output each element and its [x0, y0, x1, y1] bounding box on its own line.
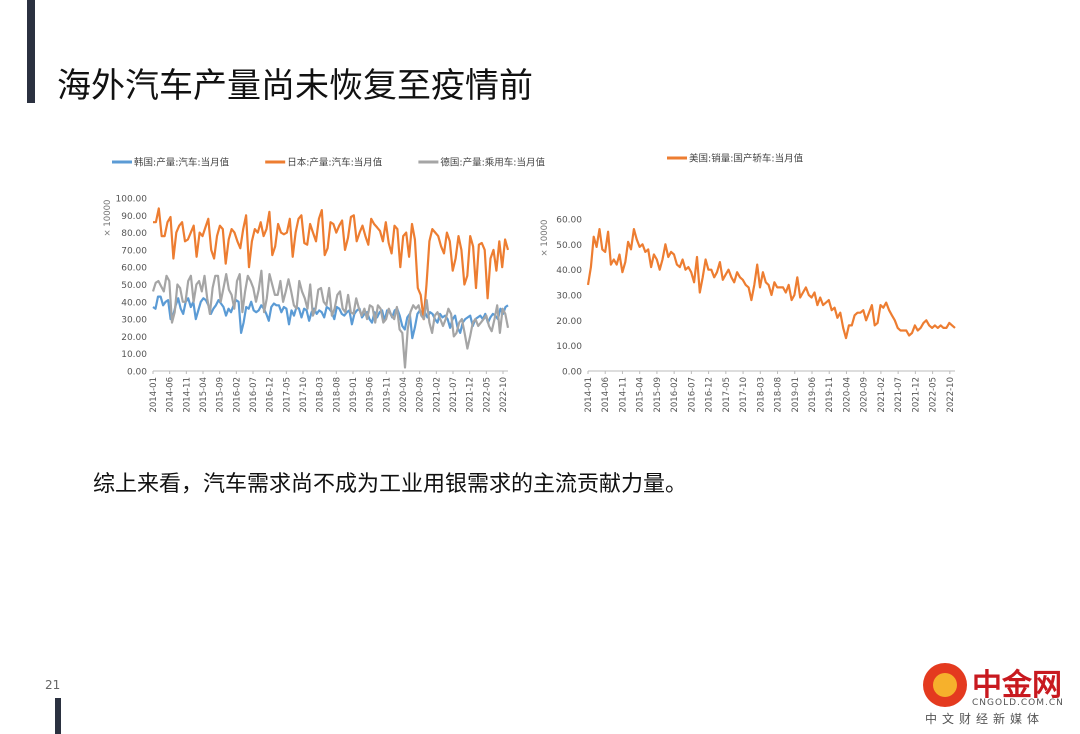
- y-tick-label: 30.00: [556, 292, 582, 302]
- x-tick-label: 2019-11: [382, 377, 392, 413]
- y-tick-label: 40.00: [121, 298, 147, 308]
- page-title: 海外汽车产量尚未恢复至疫情前: [57, 66, 533, 106]
- x-tick-label: 2016-07: [687, 377, 697, 413]
- y-tick-label: 10.00: [556, 342, 582, 352]
- x-tick-label: 2016-07: [249, 377, 259, 413]
- coin-logo-icon: [923, 663, 967, 707]
- x-tick-label: 2017-10: [299, 377, 309, 413]
- y-tick-label: 10.00: [121, 350, 147, 360]
- x-tick-label: 2022-05: [929, 377, 939, 413]
- x-tick-label: 2016-02: [232, 377, 242, 413]
- x-tick-label: 2018-03: [756, 377, 766, 413]
- page-number: 21: [45, 678, 61, 692]
- x-tick-label: 2017-05: [282, 377, 292, 413]
- legend-label-0: 韩国:产量:汽车:当月值: [134, 157, 230, 169]
- y-tick-label: 0.00: [562, 368, 582, 378]
- x-tick-label: 2014-11: [182, 377, 192, 413]
- series-line-1: [153, 207, 510, 321]
- x-tick-label: 2019-06: [808, 377, 818, 413]
- x-tick-label: 2021-02: [877, 377, 887, 413]
- x-tick-label: 2018-03: [316, 377, 326, 413]
- x-tick-label: 2021-07: [449, 377, 459, 413]
- legend-label-2: 德国:产量:乘用车:当月值: [440, 157, 545, 169]
- y-tick-label: 60.00: [121, 264, 147, 274]
- watermark-name: 中金网: [972, 668, 1062, 703]
- x-tick-label: 2014-01: [584, 377, 594, 413]
- series-line-2: [151, 269, 510, 369]
- x-tick-label: 2018-08: [332, 377, 342, 413]
- x-tick-label: 2018-08: [774, 377, 784, 413]
- x-tick-label: 2019-01: [349, 377, 359, 413]
- x-tick-label: 2021-07: [894, 377, 904, 413]
- x-tick-label: 2016-12: [266, 377, 276, 413]
- x-tick-label: 2014-11: [618, 377, 628, 413]
- x-tick-label: 2019-11: [825, 377, 835, 413]
- x-tick-label: 2022-10: [499, 377, 509, 413]
- y-tick-label: 0.00: [127, 368, 147, 378]
- y-tick-label: 90.00: [121, 212, 147, 222]
- x-tick-label: 2019-01: [791, 377, 801, 413]
- x-tick-label: 2015-04: [636, 377, 646, 413]
- footer-accent-bar: [55, 698, 61, 734]
- watermark-tagline: 中文财经新媒体: [925, 712, 1045, 726]
- y-axis-unit-label: × 10000: [540, 220, 550, 257]
- y-axis-unit-label: × 10000: [103, 200, 113, 237]
- summary-text: 综上来看，汽车需求尚不成为工业用银需求的主流贡献力量。: [93, 472, 688, 497]
- x-tick-label: 2017-10: [739, 377, 749, 413]
- x-tick-label: 2014-01: [149, 377, 159, 413]
- x-tick-label: 2020-04: [399, 377, 409, 413]
- x-tick-label: 2020-09: [860, 377, 870, 413]
- y-tick-label: 20.00: [121, 333, 147, 343]
- x-tick-label: 2017-05: [722, 377, 732, 413]
- x-tick-label: 2014-06: [601, 377, 611, 413]
- x-tick-label: 2022-05: [482, 377, 492, 413]
- x-tick-label: 2015-04: [199, 377, 209, 413]
- x-tick-label: 2020-04: [842, 377, 852, 413]
- x-tick-label: 2015-09: [653, 377, 663, 413]
- watermark-logo: 中金网 CNGOLD.COM.CN 中文财经新媒体: [915, 660, 1075, 730]
- legend-label-0: 美国:销量:国产轿车:当月值: [689, 153, 804, 165]
- y-tick-label: 70.00: [121, 246, 147, 256]
- y-tick-label: 100.00: [116, 195, 148, 205]
- x-tick-label: 2015-09: [216, 377, 226, 413]
- x-tick-label: 2014-06: [166, 377, 176, 413]
- x-tick-label: 2021-02: [432, 377, 442, 413]
- x-tick-label: 2021-12: [466, 377, 476, 413]
- title-accent-bar: [27, 0, 35, 103]
- legend-label-1: 日本:产量:汽车:当月值: [287, 157, 383, 169]
- y-tick-label: 40.00: [556, 266, 582, 276]
- y-tick-label: 60.00: [556, 216, 582, 226]
- y-tick-label: 50.00: [121, 281, 147, 291]
- x-tick-label: 2016-02: [670, 377, 680, 413]
- chart-us-sales: 美国:销量:国产轿车:当月值 × 10000 0.00 10.00 20.00 30.00…: [540, 153, 956, 413]
- y-tick-label: 20.00: [556, 317, 582, 327]
- watermark-url: CNGOLD.COM.CN: [972, 698, 1064, 708]
- x-tick-label: 2016-12: [705, 377, 715, 413]
- chart-asia-europe-production: 韩国:产量:汽车:当月值 日本:产量:汽车:当月值 德国:产量:乘用车:当月值 × 1…: [103, 157, 546, 413]
- y-tick-label: 50.00: [556, 241, 582, 251]
- x-tick-label: 2020-09: [416, 377, 426, 413]
- x-tick-label: 2021-12: [911, 377, 921, 413]
- y-tick-label: 30.00: [121, 316, 147, 326]
- y-tick-label: 80.00: [121, 229, 147, 239]
- x-tick-label: 2019-06: [366, 377, 376, 413]
- x-tick-label: 2022-10: [946, 377, 956, 413]
- series-line-0: [586, 227, 956, 340]
